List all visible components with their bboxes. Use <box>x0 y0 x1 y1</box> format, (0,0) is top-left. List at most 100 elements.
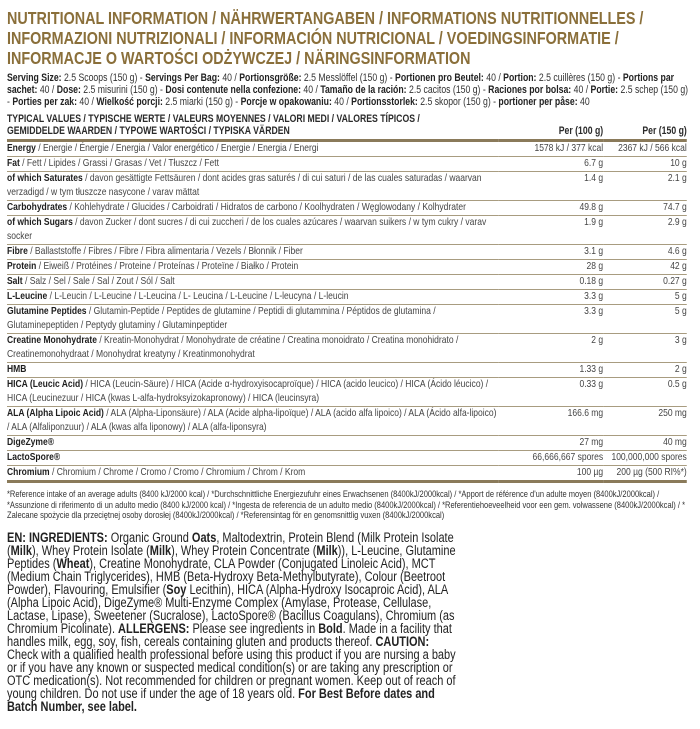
nutrient-name: of which Saturates <box>7 173 83 184</box>
serving-segment: Portionsgröße: <box>239 72 302 84</box>
ingredients-segment: )), L-Leucine, Glutamine Peptides ( <box>7 542 456 571</box>
value-per-150g: 2367 kJ / 566 kcal <box>603 140 687 157</box>
table-row: of which Sugars / davon Zucker / dont su… <box>7 215 687 245</box>
table-row: L-Leucine / L-Leucin / L-Leucine / L-Leu… <box>7 289 687 305</box>
nutrient-name: Carbohydrates <box>7 202 68 213</box>
value-per-100g: 3.3 g <box>498 304 604 334</box>
nutrient-name: Fibre <box>7 246 28 257</box>
value-per-100g: 1.4 g <box>498 171 604 201</box>
nutrient-translations: / davon Zucker / dont sucres / di cui zu… <box>7 217 487 242</box>
typical-values-header: TYPICAL VALUES / TYPISCHE WERTE / VALEUR… <box>7 113 498 141</box>
serving-segment: 2.5 skopor (150 g) - <box>417 96 499 108</box>
page-title: NUTRITIONAL INFORMATION / NÄHRWERTANGABE… <box>7 8 689 68</box>
table-row: ALA (Alpha Lipoic Acid) / ALA (Alpha-Lip… <box>7 406 687 436</box>
nutrient-label: Protein / Eiweiß / Protéines / Proteine … <box>7 259 499 275</box>
value-per-150g: 3 g <box>603 333 687 363</box>
nutrient-name: L-Leucine <box>7 291 48 302</box>
nutrition-panel: NUTRITIONAL INFORMATION / NÄHRWERTANGABE… <box>7 8 689 729</box>
ingredients-segment: , Maltodextrin, Protein Blend (Milk Prot… <box>7 529 454 558</box>
serving-segment: Porties per zak: <box>12 96 78 108</box>
serving-segment: 40 / <box>219 72 240 84</box>
serving-segment: 2.5 cacitos (150 g) - <box>406 84 489 96</box>
serving-segment: Dosi contenute nella confezione: <box>165 84 301 96</box>
nutrient-translations: / Ballaststoffe / Fibres / Fibre / Fibra… <box>27 246 303 257</box>
table-row: HMB 1.33 g 2 g <box>7 362 687 378</box>
ingredients-segment: Lecithin), HICA (Alpha-Hydroxy Isocaproi… <box>7 581 455 636</box>
table-row: Carbohydrates / Kohlehydrate / Glucides … <box>7 200 687 216</box>
value-per-150g: 250 mg <box>603 406 687 436</box>
ingredients-segment: Milk <box>316 542 338 558</box>
nutrient-label: HICA (Leucic Acid) / HICA (Leucin-Säure)… <box>7 377 499 407</box>
nutrient-name: Energy <box>7 143 36 154</box>
nutrient-name: Salt <box>7 276 23 287</box>
nutrient-label: ALA (Alpha Lipoic Acid) / ALA (Alpha-Lip… <box>7 406 499 436</box>
value-per-100g: 49.8 g <box>498 200 604 216</box>
value-per-100g: 66,666,667 spores <box>498 450 604 466</box>
value-per-150g: 200 µg (500 RI%*) <box>603 465 687 483</box>
nutrient-translations: / davon gesättigte Fettsäuren / dont aci… <box>7 173 482 198</box>
nutrient-label: Chromium / Chromium / Chrome / Cromo / C… <box>7 465 499 483</box>
serving-segment: 40 / <box>37 84 57 96</box>
nutrient-translations: / Fett / Lipides / Grassi / Grasas / Vet… <box>19 158 219 169</box>
nutrient-translations: / ALA (Alpha-Liponsäure) / ALA (Acide al… <box>7 408 497 433</box>
nutrient-name: Protein <box>7 261 37 272</box>
serving-segment: Portionsstorlek: <box>351 96 418 108</box>
table-row: Creatine Monohydrate / Kreatin-Monohydra… <box>7 333 687 363</box>
per-100g-header: Per (100 g) <box>558 124 604 137</box>
nutrient-label: Fat / Fett / Lipides / Grassi / Grasas /… <box>7 156 499 172</box>
table-row: Energy / Energie / Énergie / Energia / V… <box>7 140 687 157</box>
ingredients-segment: Oats <box>191 529 217 545</box>
value-per-100g: 28 g <box>498 259 604 275</box>
ingredients-segment: Milk <box>10 542 33 558</box>
serving-segment: 2.5 misurini (150 g) - <box>80 84 166 96</box>
nutrient-translations: / Eiweiß / Protéines / Proteine / Proteí… <box>36 261 299 272</box>
serving-segment: 40 / <box>483 72 504 84</box>
value-per-150g: 2 g <box>603 362 687 378</box>
serving-segment: 2.5 Scoops (150 g) - <box>61 72 146 84</box>
serving-segment: 40 / <box>300 84 321 96</box>
nutrient-translations: / Kohlehydrate / Glucides / Carboidrati … <box>67 202 466 213</box>
value-per-100g: 1578 kJ / 377 kcal <box>498 140 604 157</box>
nutrition-table: TYPICAL VALUES / TYPISCHE WERTE / VALEUR… <box>7 113 687 483</box>
nutrient-name: of which Sugars <box>7 217 73 228</box>
ingredients-segment: ALLERGENS: <box>118 620 190 636</box>
serving-segment: Portion: <box>503 72 537 84</box>
serving-segment: Raciones por bolsa: <box>488 84 572 96</box>
nutrient-name: ALA (Alpha Lipoic Acid) <box>7 408 104 419</box>
value-per-100g: 100 µg <box>498 465 604 483</box>
nutrient-name: Creatine Monohydrate <box>7 335 97 346</box>
ingredients-segment: Check with a qualified health profession… <box>7 646 456 701</box>
serving-segment: Porcje w opakowaniu: <box>240 96 332 108</box>
nutrient-label: LactoSpore® <box>7 450 499 466</box>
serving-segment: 2.5 cuillères (150 g) - <box>536 72 623 84</box>
value-per-150g: 10 g <box>603 156 687 172</box>
table-row: Protein / Eiweiß / Protéines / Proteine … <box>7 259 687 275</box>
header-line: TYPICAL VALUES / TYPISCHE WERTE / VALEUR… <box>7 113 420 125</box>
nutrient-label: L-Leucine / L-Leucin / L-Leucine / L-Leu… <box>7 289 499 305</box>
value-per-150g: 0.27 g <box>603 274 687 290</box>
nutrient-label: of which Saturates / davon gesättigte Fe… <box>7 171 499 201</box>
serving-segment: 40 <box>577 96 590 108</box>
value-per-100g: 1.9 g <box>498 215 604 245</box>
table-row: Salt / Salz / Sel / Sale / Sal / Zout / … <box>7 274 687 290</box>
value-per-150g: 40 mg <box>603 435 687 451</box>
serving-segment: Portionen pro Beutel: <box>395 72 484 84</box>
serving-segment: portioner per påse: <box>498 96 578 108</box>
value-per-100g: 6.7 g <box>498 156 604 172</box>
serving-segment: 40 / <box>77 96 97 108</box>
serving-segment: Tamaño de la ración: <box>320 84 407 96</box>
ingredients-segment: Organic Ground <box>107 529 192 545</box>
serving-segment: Servings Per Bag: <box>145 72 220 84</box>
title-line: INFORMAZIONI NUTRIZIONALI / INFORMACIÓN … <box>7 28 619 48</box>
ingredients-segment: Soy <box>166 581 187 597</box>
serving-segment: Portie: <box>590 84 619 96</box>
nutrient-translations: / Glutamin-Peptide / Peptides de glutami… <box>7 306 436 331</box>
nutrient-label: Fibre / Ballaststoffe / Fibres / Fibre /… <box>7 244 499 260</box>
nutrient-label: Creatine Monohydrate / Kreatin-Monohydra… <box>7 333 499 363</box>
serving-segment: 2.5 schep (150 g) - <box>7 84 689 108</box>
value-per-100g: 3.3 g <box>498 289 604 305</box>
nutrient-label: HMB <box>7 362 499 378</box>
value-per-150g: 4.6 g <box>603 244 687 260</box>
title-line: INFORMACJE O WARTOŚCI ODŻYWCZEJ / NÄRING… <box>7 48 471 68</box>
nutrient-name: LactoSpore® <box>7 452 61 463</box>
